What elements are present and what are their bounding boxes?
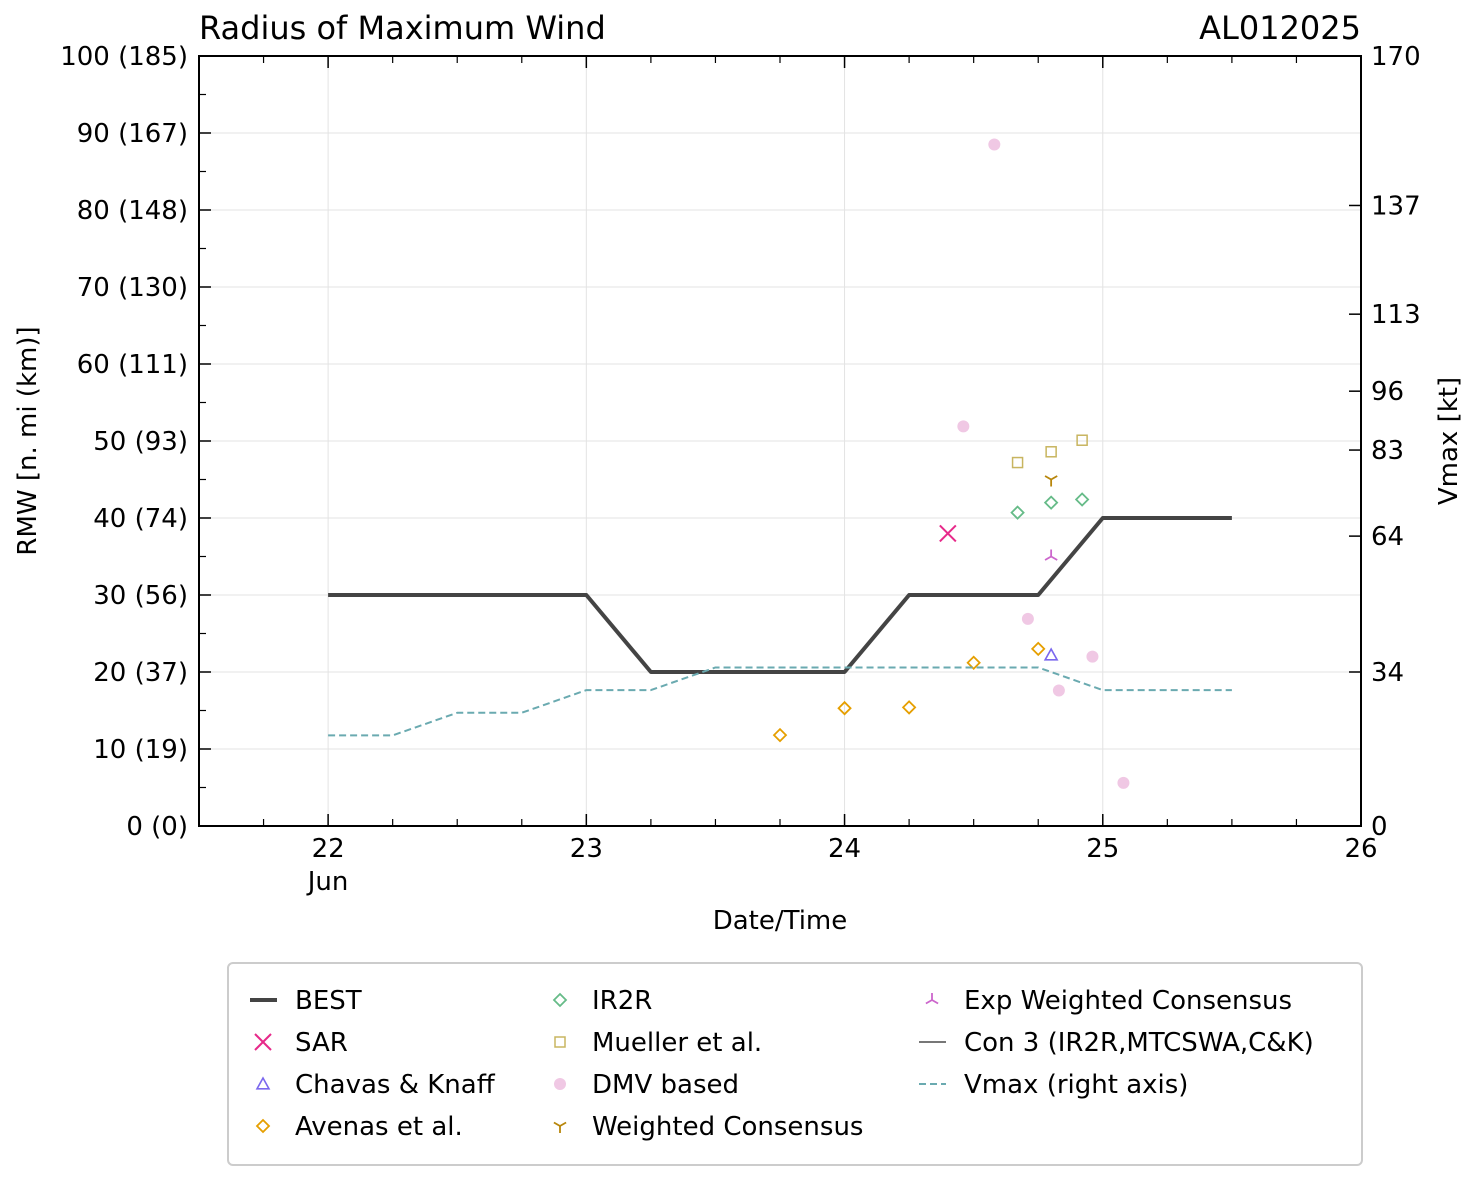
y-tick-label: 70 (130) (77, 273, 188, 303)
legend-label-exp_weighted: Exp Weighted Consensus (964, 986, 1292, 1016)
legend-label-best: BEST (295, 986, 362, 1016)
avenas-point (772, 727, 788, 743)
vmax-line (328, 666, 1232, 737)
y2-tick-label: 34 (1371, 658, 1404, 688)
legend-label-vmax: Vmax (right axis) (964, 1070, 1188, 1100)
x-month-label: Jun (306, 867, 349, 897)
legend-handle-ir2r (552, 992, 568, 1008)
mueller-point (1076, 434, 1088, 446)
y2-tick-label: 113 (1371, 300, 1421, 330)
y-tick-label: 80 (148) (77, 196, 188, 226)
x-tick-label: 25 (1086, 834, 1119, 864)
mueller-point (1011, 456, 1024, 469)
ir2r-point (1074, 492, 1090, 507)
mueller-point (1045, 446, 1057, 458)
dmv-point (1052, 684, 1065, 697)
legend-label-chavas: Chavas & Knaff (295, 1070, 496, 1100)
y-axis-label: RMW [n. mi (km)] (13, 326, 43, 555)
dmv-point (957, 420, 970, 433)
y2-tick-label: 96 (1371, 377, 1404, 407)
legend-label-weighted: Weighted Consensus (592, 1112, 863, 1142)
legend-label-mueller: Mueller et al. (592, 1028, 762, 1058)
y-tick-label: 0 (0) (126, 812, 188, 842)
x-tick-label: 26 (1344, 834, 1377, 864)
exp_weighted-point (1044, 549, 1058, 561)
dmv-point (1086, 650, 1099, 663)
y2-tick-label: 64 (1371, 522, 1404, 552)
y2-tick-label: 83 (1371, 436, 1404, 466)
x-tick-label: 23 (570, 834, 603, 864)
y2-tick-label: 170 (1371, 42, 1421, 72)
legend-label-con3: Con 3 (IR2R,MTCSWA,C&K) (964, 1028, 1314, 1058)
dmv-point (1021, 612, 1034, 625)
best-line (328, 516, 1232, 674)
avenas-point (1030, 641, 1046, 657)
y-tick-label: 90 (167) (77, 119, 188, 149)
legend: BEST SAR Chavas & Knaff Avenas et al. IR2R Mu… (227, 962, 1363, 1166)
legend-handle-chavas (255, 1076, 271, 1090)
legend-handle-exp_weighted (925, 993, 939, 1005)
y-tick-label: 20 (37) (93, 658, 188, 688)
y-tick-label: 30 (56) (93, 581, 188, 611)
avenas-point (966, 655, 981, 671)
legend-label-dmv: DMV based (592, 1070, 739, 1100)
y2-tick-label: 0 (1371, 812, 1388, 842)
dmv-point (988, 138, 1001, 151)
legend-handle-dmv (554, 1078, 566, 1090)
y2-axis-label: Vmax [kt] (1434, 377, 1464, 505)
chavas-point (1043, 647, 1059, 661)
y-tick-label: 100 (185) (60, 42, 188, 72)
axis-ticks: 22 23 24 25 26 0 (0) 10 (19) 20 (37) 30 (56) 40 (… (60, 42, 1420, 864)
sar-point (939, 524, 957, 543)
ir2r-point (1010, 505, 1025, 520)
legend-handle-mueller (554, 1036, 566, 1048)
legend-handle-avenas (255, 1118, 271, 1134)
x-tick-label: 22 (312, 834, 345, 864)
avenas-point (901, 700, 917, 715)
y-tick-label: 40 (74) (93, 504, 188, 534)
dmv-point (1117, 776, 1130, 789)
x-tick-label: 24 (828, 834, 861, 864)
legend-label-sar: SAR (295, 1028, 348, 1058)
legend-label-ir2r: IR2R (592, 986, 652, 1016)
legend-handle-weighted (553, 1121, 567, 1133)
y-tick-label: 60 (111) (77, 350, 188, 380)
y2-tick-label: 137 (1371, 191, 1421, 221)
legend-label-avenas: Avenas et al. (295, 1112, 463, 1142)
ir2r-point (1043, 495, 1059, 510)
storm-id: AL012025 (1199, 9, 1361, 47)
x-axis-label: Date/Time (713, 906, 848, 936)
y-tick-label: 50 (93) (93, 427, 188, 457)
weighted-point (1044, 475, 1058, 487)
data-series (328, 138, 1232, 789)
y-tick-label: 10 (19) (93, 735, 188, 765)
avenas-point (837, 700, 852, 716)
chart-title: Radius of Maximum Wind (199, 9, 606, 47)
legend-handle-sar (254, 1033, 272, 1051)
